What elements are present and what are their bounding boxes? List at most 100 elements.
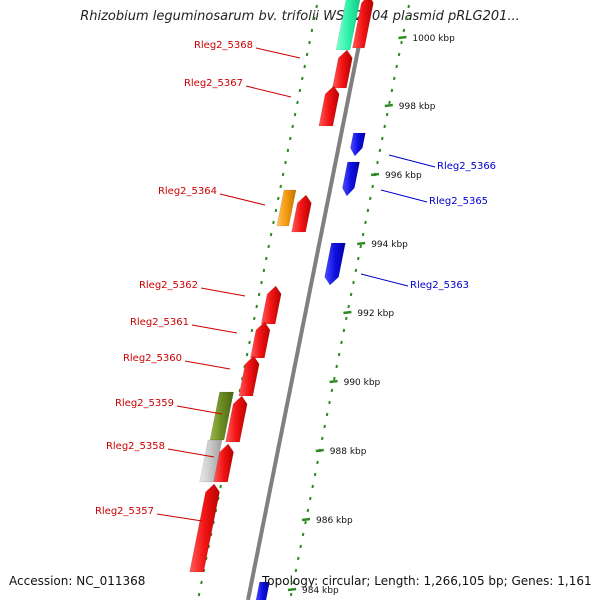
outer-track-dot [405,16,408,21]
outer-track-dot [289,592,293,597]
inner-track-dot [197,592,201,597]
inner-track-dot [200,580,203,585]
gene-arrow [350,132,366,157]
label-leader-line [219,193,266,206]
gene-arrow [332,49,353,89]
scale-tick-mark [384,103,393,108]
outer-track-dot [294,568,298,573]
inner-track-dot [289,136,292,141]
label-leader-line [255,47,301,59]
scale-tick-mark [357,241,366,246]
accession-text: Accession: NC_011368 [9,574,146,588]
outer-track-dot [371,184,374,189]
gene-arrow [238,355,260,397]
inner-track-dot [313,16,316,21]
inner-track-dot [260,280,263,285]
label-leader-line [167,448,215,458]
gene-label: Rleg2_5367 [184,78,243,89]
inner-track-dot [272,220,275,225]
inner-track-dot [281,172,285,177]
gene-track [189,0,374,600]
scale-tick-label: 988 kbp [330,447,367,457]
gene-arrow [213,443,234,483]
inner-track-dot [257,292,261,297]
inner-track-dot [250,328,254,333]
gene-arrow [189,483,220,573]
scale-tick-mark [398,35,407,40]
gene-label: Rleg2_5363 [410,280,469,291]
outer-track-dot [321,436,324,441]
label-leader-line [245,85,292,98]
scale-tick-mark [315,448,324,453]
gene-label: Rleg2_5359 [115,398,174,409]
inner-track-dot [303,64,306,69]
outer-track-dot [340,340,343,345]
outer-track-dot [301,532,305,537]
gene-label: Rleg2_5365 [429,196,488,207]
outer-track-dot [323,424,326,429]
outer-track-dot [330,388,334,393]
inner-track-dot [269,232,273,237]
outer-track-dot [359,244,362,249]
outer-track-dot [400,40,403,45]
inner-track-dot [291,124,294,129]
label-leader-line [360,273,409,287]
gene-label: Rleg2_5364 [158,186,217,197]
inner-track-dot [277,196,280,201]
outer-track-dot [388,100,391,105]
outer-track-dot [390,88,394,93]
gene-arrow [352,0,374,49]
gene-arrow [324,242,346,286]
outer-track-dot [292,580,295,585]
scale-tick-label: 994 kbp [371,240,408,250]
gene-arrow [342,161,360,197]
scale-tick-label: 990 kbp [344,378,381,388]
inner-track-dot [262,268,266,273]
scale-labels: 1000 kbp 998 kbp 996 kbp 994 kbp 992 kbp 990 … [287,34,455,596]
topology-text: Topology: circular; Length: 1,266,105 bp… [262,574,592,588]
inner-track-dot [293,112,297,117]
outer-track-dot [325,412,329,417]
outer-track-dot [402,28,406,33]
outer-track-dot [364,220,367,225]
label-leader-line [191,324,238,334]
gene-arrow [255,581,270,600]
scale-tick-mark [287,587,297,592]
outer-track-dot [313,472,317,477]
outer-track-dot [378,148,382,153]
inner-track-dot [305,52,309,57]
outer-track-dot [311,484,314,489]
outer-track-dot [306,508,310,513]
label-leader-line [156,513,203,522]
label-leader-line [200,287,246,297]
inner-track-dot [284,160,287,165]
outer-track-dot [342,328,346,333]
gene-label: Rleg2_5360 [123,353,182,364]
gene-label: Rleg2_5361 [130,317,189,328]
gene-arrow [250,321,271,359]
inner-track-dot [219,484,222,489]
inner-track-dot [253,316,256,321]
gene-label: Rleg2_5358 [106,441,165,452]
map-title: Rhizobium leguminosarum bv. trifolii WSM… [80,9,520,24]
gene-label: Rleg2_5357 [95,506,154,517]
label-leader-line [184,360,231,370]
inner-track-dot [286,148,290,153]
inner-track-dot [279,184,282,189]
scale-tick-label: 984 kbp [302,586,339,596]
inner-track-dot [315,4,318,9]
scale-tick-label: 1000 kbp [412,34,455,44]
outer-track-dot [366,208,370,213]
gene-label: Rleg2_5366 [437,161,496,172]
outer-track-dot [297,556,300,561]
scale-tick-label: 996 kbp [385,171,422,181]
inner-track-dot [308,40,311,45]
gene-arrow [291,194,312,233]
outer-track-dot [369,196,372,201]
label-leader-line [176,405,223,415]
inner-track-dot [298,88,302,93]
gene-arrow [225,395,248,443]
scale-tick-mark [370,172,380,177]
outer-track-dot [361,232,365,237]
inner-track-dot [265,256,268,261]
